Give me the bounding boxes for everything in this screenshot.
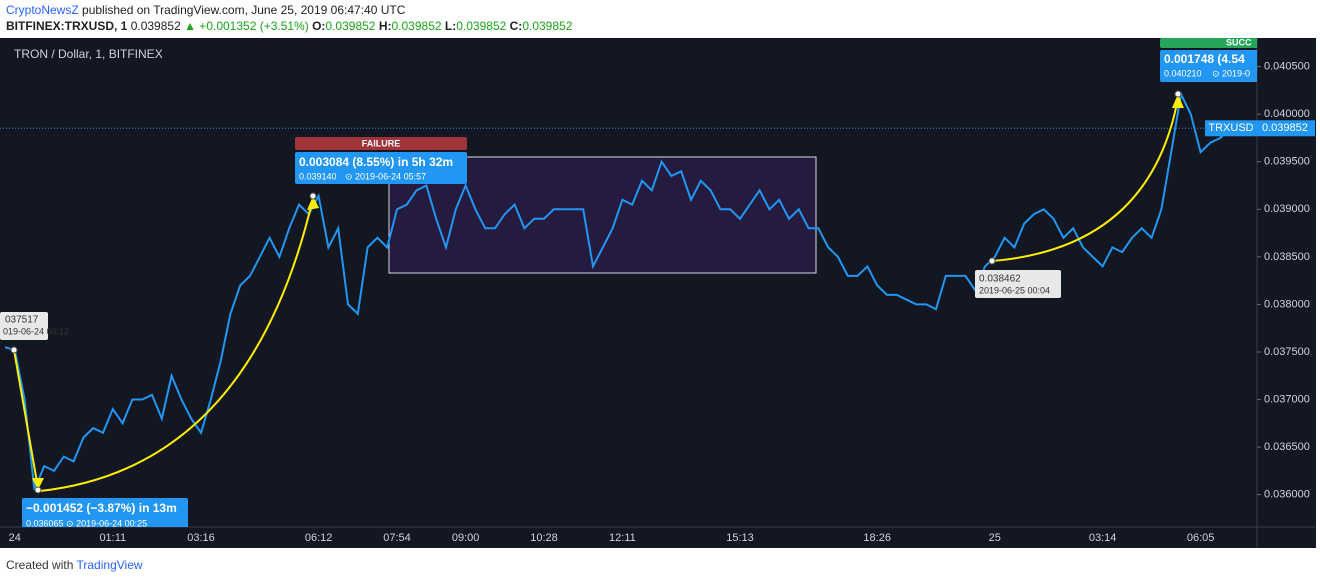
arrow-curve (39, 197, 314, 492)
change: ▲ +0.001352 (+3.51%) (184, 19, 309, 33)
y-tick-label: 0.038000 (1264, 298, 1310, 310)
annotation-text: 0.040210 (1164, 68, 1202, 78)
last-price-label: 0.039852 (1262, 122, 1308, 134)
last-price-box (1257, 120, 1315, 137)
status-box (1160, 38, 1257, 48)
y-tick-label: 0.037500 (1264, 346, 1310, 358)
x-tick-label: 03:16 (187, 532, 215, 544)
publish-info: published on TradingView.com, June 25, 2… (82, 3, 406, 17)
o-label: O: (312, 19, 326, 33)
annotation-text: 037517 (5, 315, 39, 326)
annotation-text: SUCC (1226, 38, 1252, 47)
measure-box (1160, 50, 1257, 82)
x-tick-label: 12:11 (609, 532, 636, 544)
anchor-point (10, 346, 18, 354)
o-value: 0.039852 (325, 19, 376, 33)
arrow-curve (13, 349, 39, 489)
annotation-text: 0.038462 (979, 274, 1021, 285)
l-label: L: (444, 19, 457, 33)
y-tick-label: 0.036500 (1264, 441, 1310, 453)
y-tick-label: 0.039500 (1264, 156, 1310, 168)
x-tick-label: 06:05 (1187, 532, 1215, 544)
chart-title: TRON / Dollar, 1, BITFINEX (14, 47, 163, 61)
y-tick-label: 0.040000 (1264, 108, 1310, 120)
x-tick-label: 24 (9, 532, 21, 544)
symbol: BITFINEX:TRXUSD, 1 (6, 19, 128, 33)
annotation-text: ⊙ 2019-0 (1212, 68, 1250, 78)
x-tick-label: 09:00 (452, 532, 480, 544)
y-tick-label: 0.040500 (1264, 61, 1310, 73)
annotation-text: 0.003084 (8.55%) in 5h 32m (299, 155, 453, 169)
x-tick-label: 07:54 (383, 532, 411, 544)
anchor-point (309, 192, 317, 200)
arrow-curve (991, 97, 1179, 262)
y-tick-label: 0.039000 (1264, 203, 1310, 215)
annotation-text: 0.039140 (299, 171, 337, 181)
credit-brand[interactable]: TradingView (76, 558, 143, 572)
y-tick-label: 0.037000 (1264, 393, 1310, 405)
anchor-point (988, 257, 996, 265)
x-tick-label: 15:13 (726, 532, 754, 544)
arrow-head (307, 196, 319, 210)
arrow-head (1172, 94, 1184, 108)
x-tick-label: 01:11 (99, 532, 126, 544)
price-line (4, 90, 1231, 491)
annotation-text: ⊙ 2019-06-24 05:57 (345, 171, 426, 181)
last: 0.039852 (130, 19, 181, 33)
author[interactable]: CryptoNewsZ (6, 3, 79, 17)
x-tick-label: 25 (989, 532, 1001, 544)
ticker-line: BITFINEX:TRXUSD, 1 0.039852 ▲ +0.001352 … (6, 19, 572, 33)
annotation-text: 0.036065 ⊙ 2019-06-24 00:25 (26, 518, 147, 528)
l-value: 0.039852 (456, 19, 507, 33)
chart-background (0, 38, 1316, 548)
x-tick-label: 10:28 (530, 532, 558, 544)
status-box (295, 137, 467, 150)
annotation-text: FAILURE (362, 138, 401, 148)
publish-line: CryptoNewsZ published on TradingView.com… (6, 3, 405, 17)
series-tag-label: TRXUSD (1208, 122, 1253, 134)
h-value: 0.039852 (391, 19, 442, 33)
annotation-text: 0.001748 (4.54 (1164, 52, 1245, 66)
h-label: H: (378, 19, 392, 33)
label-box (975, 270, 1061, 298)
c-value: 0.039852 (522, 19, 573, 33)
c-label: C: (509, 19, 523, 33)
x-tick-label: 03:14 (1089, 532, 1117, 544)
label-box (0, 312, 48, 340)
anchor-point (1174, 90, 1182, 98)
credit-text: Created with (6, 558, 74, 572)
chart: TRON / Dollar, 1, BITFINEX 037517019-06-… (0, 38, 1316, 548)
annotation-text: −0.001452 (−3.87%) in 13m (26, 501, 177, 515)
measure-box (22, 498, 188, 527)
x-tick-label: 06:12 (305, 532, 333, 544)
measure-box (295, 152, 467, 184)
annotation-text: 2019-06-25 00:04 (979, 285, 1050, 295)
anchor-point (34, 486, 42, 494)
x-tick-label: 18:26 (863, 532, 891, 544)
annotation-text: 019-06-24 00:12 (3, 326, 69, 336)
series-tag (1205, 120, 1257, 137)
arrow-head (32, 478, 44, 490)
credit: Created with TradingView (6, 558, 143, 572)
y-tick-label: 0.036000 (1264, 489, 1310, 501)
y-tick-label: 0.038500 (1264, 251, 1310, 263)
